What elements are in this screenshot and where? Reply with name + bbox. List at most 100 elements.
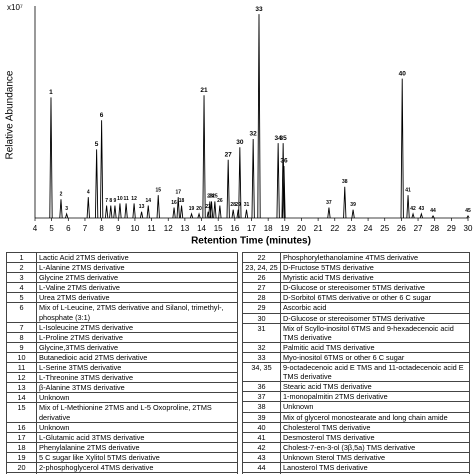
compound-name: Unknown — [36, 421, 238, 433]
peak-number: 28 — [242, 292, 281, 304]
peak-label: 27 — [225, 151, 233, 158]
table-row: 12 L-Threonine 3TMS derivative — [6, 372, 238, 384]
peak-number: 7 — [6, 321, 37, 333]
peak — [251, 138, 255, 219]
peak-number: 6 — [6, 302, 37, 323]
peak-number: 26 — [242, 272, 281, 284]
compound-name: L-Glutamic acid 3TMS derivative — [36, 431, 238, 443]
peak — [189, 212, 194, 219]
peak-number: 19 — [6, 451, 37, 463]
x-tick-label: 30 — [464, 224, 473, 233]
peak — [327, 207, 331, 219]
compound-name: D-Sorbitol 6TMS derivative or other 6 C … — [280, 292, 470, 304]
table-body: 22 Phosphorylethanolamine 4TMS derivative… — [242, 251, 470, 474]
peak-label: 44 — [430, 208, 436, 214]
peak-number: 29 — [242, 302, 281, 314]
peak-label: 14 — [145, 198, 151, 204]
peak — [226, 159, 230, 219]
peak — [213, 201, 217, 219]
x-tick-label: 15 — [214, 224, 223, 233]
table-row: 9 Glycine,3TMS derivative — [6, 341, 238, 353]
table-row: 5 Urea 2TMS derivative — [6, 292, 238, 304]
peak-label: 11 — [123, 196, 129, 202]
x-tick-label: 18 — [264, 224, 273, 233]
compound-name: Butanedioic acid 2TMS derivative — [36, 351, 238, 364]
compound-name: Glycine 2TMS derivative — [36, 272, 238, 284]
peak — [109, 205, 113, 219]
peak-table-left: 1 Lactic Acid 2TMS derivative 2 L-Alanine 2… — [6, 251, 238, 474]
peak-number: 4 — [6, 282, 37, 294]
peak — [257, 14, 261, 219]
peak-number: 34, 35 — [242, 362, 281, 383]
table-row: 31 Mix of Scyllo-inositol 6TMS and 9-hexa… — [242, 322, 470, 343]
compound-name: Urea 2TMS derivative — [36, 292, 238, 304]
peak-number: 18 — [6, 441, 37, 453]
y-axis-label: Relative Abundance — [5, 70, 16, 159]
peak — [244, 209, 249, 219]
peak-number: 42 — [242, 441, 281, 453]
compound-name: Mix of Scyllo-inositol 6TMS and 9-hexade… — [280, 322, 470, 343]
table-row: 28 D-Sorbitol 6TMS derivative or other 6 … — [242, 292, 470, 304]
peak — [431, 215, 435, 219]
table-row: 39 Mix of glycerol monostearate and long … — [242, 411, 470, 423]
peak-label: 31 — [244, 202, 250, 208]
x-tick-label: 19 — [280, 224, 289, 233]
x-tick-label: 21 — [314, 224, 323, 233]
peak-number: 11 — [6, 362, 37, 374]
peak-label: 45 — [465, 208, 471, 214]
x-axis-label: Retention Time (minutes) — [191, 236, 311, 247]
peak-label: 18 — [179, 198, 185, 204]
table-row: 41 Desmosterol TMS derivative — [242, 431, 470, 443]
peak-label: 34 — [275, 135, 283, 142]
compound-name: Desmosterol TMS derivative — [280, 431, 470, 443]
compound-name: Unknown — [36, 392, 238, 404]
table-row: 30 D-Glucose or stereoisomer 5TMS derivat… — [242, 312, 470, 324]
compound-name: Unknown Sterol TMS derivative — [280, 451, 470, 463]
peak — [197, 212, 201, 219]
table-row: 34, 35 9-octadecenoic acid E TMS and 11-o… — [242, 362, 470, 383]
peak — [400, 78, 404, 219]
peak-number: 16 — [6, 421, 37, 433]
x-tick-label: 22 — [330, 224, 339, 233]
peak-label: 29 — [235, 202, 241, 208]
table-row: 7 L-Isoleucine 2TMS derivative — [6, 321, 238, 333]
x-tick-label: 13 — [180, 224, 189, 233]
table-row: 22 Phosphorylethanolamine 4TMS derivative — [242, 251, 470, 264]
compound-name: D-Fructose 5TMS derivative — [280, 262, 470, 274]
table-row: 17 L-Glutamic acid 3TMS derivative — [6, 431, 238, 443]
compound-name: L-Valine 2TMS derivative — [36, 282, 238, 294]
peak-label: 19 — [189, 206, 195, 212]
peak-label: 15 — [155, 187, 161, 193]
table-row: 8 L-Proline 2TMS derivative — [6, 331, 238, 343]
peak — [139, 211, 144, 219]
x-tick-label: 17 — [247, 224, 256, 233]
compound-name: 9-octadecenoic acid E TMS and 11-octadec… — [280, 362, 470, 383]
compound-name: L-Proline 2TMS derivative — [36, 331, 238, 343]
compound-name: Unknown — [280, 401, 470, 413]
table-row: 18 Phenylalanine 2TMS derivative — [6, 441, 238, 453]
peak-label: 5 — [95, 141, 99, 148]
peak-number: 32 — [242, 341, 281, 353]
table-row: 13 β-Alanine 3TMS derivative — [6, 382, 238, 394]
peak-number: 13 — [6, 382, 37, 394]
compound-name: Glycine,3TMS derivative — [36, 341, 238, 353]
peak — [231, 209, 235, 219]
peak — [99, 120, 104, 219]
peak-label: 41 — [405, 187, 411, 193]
x-tick-label: 23 — [347, 224, 356, 233]
table-row: 2 L-Alanine 2TMS derivative — [6, 262, 238, 274]
peak-number: 12 — [6, 372, 37, 384]
x-tick-label: 24 — [364, 224, 373, 233]
peak — [179, 205, 184, 219]
peak-label: 38 — [342, 179, 348, 185]
compound-name: Phenylalanine 2TMS derivative — [36, 441, 238, 453]
table-row: 14 Unknown — [6, 392, 238, 404]
table-row: 19 5 C sugar like Xylitol 5TMS derivative — [6, 451, 238, 463]
table-row: 3 Glycine 2TMS derivative — [6, 272, 238, 284]
peak-label: 39 — [350, 202, 356, 208]
peak-number: 3 — [6, 272, 37, 284]
peak-label: 32 — [250, 131, 258, 138]
peak-label: 20 — [196, 206, 202, 212]
peak-number: 10 — [6, 351, 37, 364]
table-row: 43 Unknown Sterol TMS derivative — [242, 451, 470, 463]
